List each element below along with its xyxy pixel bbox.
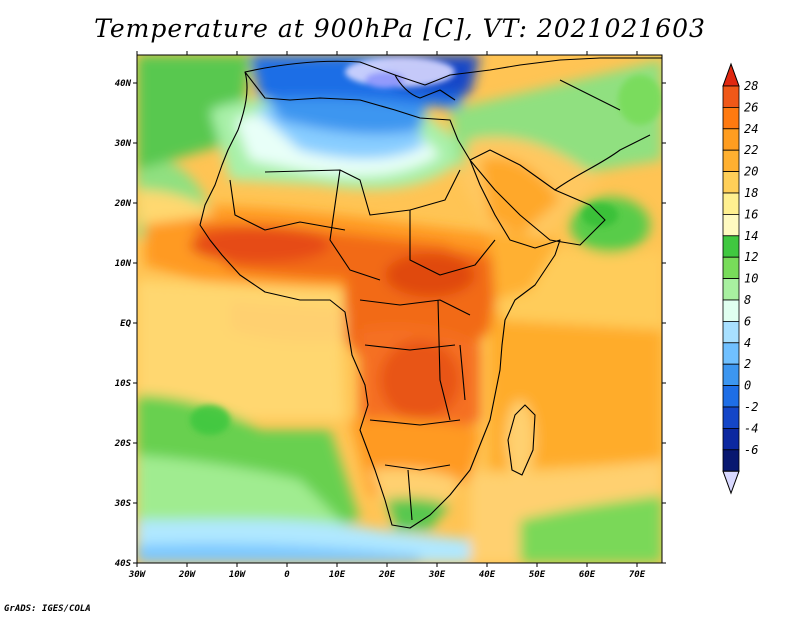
colorbar-label: 8 xyxy=(744,293,751,307)
colorbar-swatch xyxy=(722,278,740,301)
colorbar-label: 2 xyxy=(744,357,751,371)
colorbar-swatch xyxy=(722,342,740,365)
colorbar-label: -4 xyxy=(744,421,758,435)
lon-label: 40E xyxy=(479,570,496,580)
lon-label: 50E xyxy=(529,570,546,580)
lon-label: 20W xyxy=(178,570,197,580)
colorbar-bottom-arrow xyxy=(722,470,740,495)
colorbar-swatch xyxy=(722,427,740,451)
lon-label: 20E xyxy=(378,570,396,580)
map-frame xyxy=(136,54,663,564)
lat-label: 20N xyxy=(114,199,132,209)
colorbar-swatch xyxy=(722,363,740,387)
colorbar-label: 22 xyxy=(744,143,758,157)
colorbar-swatch xyxy=(722,213,740,237)
colorbar-top-arrow xyxy=(722,62,740,87)
colorbar-label: 4 xyxy=(744,336,751,350)
colorbar-swatch xyxy=(722,406,740,429)
lat-label: 40N xyxy=(115,79,132,89)
longitude-axis: 30W 20W 10W 0 10E 20E 30E 40E 50E 60E 70E xyxy=(128,51,646,580)
colorbar-swatch xyxy=(722,235,740,258)
lat-label: 10N xyxy=(115,259,132,269)
colorbar-label: 20 xyxy=(744,165,758,179)
lon-label: 60E xyxy=(579,570,596,580)
colorbar-swatch xyxy=(722,85,740,108)
lat-label: 10S xyxy=(115,379,132,389)
temperature-field xyxy=(137,55,662,563)
colorbar-swatch xyxy=(722,256,740,280)
lat-label: 30N xyxy=(114,139,132,149)
colorbar-swatch xyxy=(722,171,740,194)
colorbar-swatch xyxy=(722,107,740,130)
lon-label: 30E xyxy=(428,570,446,580)
lon-label: 70E xyxy=(629,570,646,580)
colorbar-label: 28 xyxy=(744,79,758,93)
colorbar-swatch xyxy=(722,149,740,172)
colorbar-label: 6 xyxy=(744,314,751,328)
colorbar-swatch xyxy=(722,385,740,408)
colorbar-swatch xyxy=(722,449,740,472)
lon-label: 10E xyxy=(329,570,346,580)
colorbar-label: 0 xyxy=(744,379,751,393)
colorbar-label: 24 xyxy=(744,122,758,136)
colorbar-label: 16 xyxy=(744,207,758,221)
lat-label: 30S xyxy=(114,499,132,509)
lat-label: 20S xyxy=(114,439,132,449)
colorbar-swatch xyxy=(722,320,740,344)
grads-credit: GrADS: IGES/COLA xyxy=(4,604,91,614)
latitude-axis: 40N 30N 20N 10N EQ 10S 20S 30S 40S xyxy=(114,79,666,569)
colorbar-swatch xyxy=(722,192,740,215)
lon-label: 10W xyxy=(229,570,247,580)
colorbar-label: 10 xyxy=(744,272,758,286)
colorbar-label: 26 xyxy=(744,100,758,114)
lon-label: 0 xyxy=(284,570,290,580)
colorbar-label: -2 xyxy=(744,400,758,414)
colorbar-label: 12 xyxy=(744,250,758,264)
lat-label: 40S xyxy=(115,559,132,569)
lon-label: 30W xyxy=(128,570,147,580)
colorbar-label: -6 xyxy=(744,443,758,457)
lat-label: EQ xyxy=(120,319,131,329)
colorbar-swatch xyxy=(722,299,740,322)
coastlines xyxy=(199,57,662,529)
colorbar-label: 18 xyxy=(744,186,758,200)
chart-title: Temperature at 900hPa [C], VT: 202102160… xyxy=(94,14,706,43)
colorbar-label: 14 xyxy=(744,229,758,243)
colorbar-swatch xyxy=(722,128,740,151)
